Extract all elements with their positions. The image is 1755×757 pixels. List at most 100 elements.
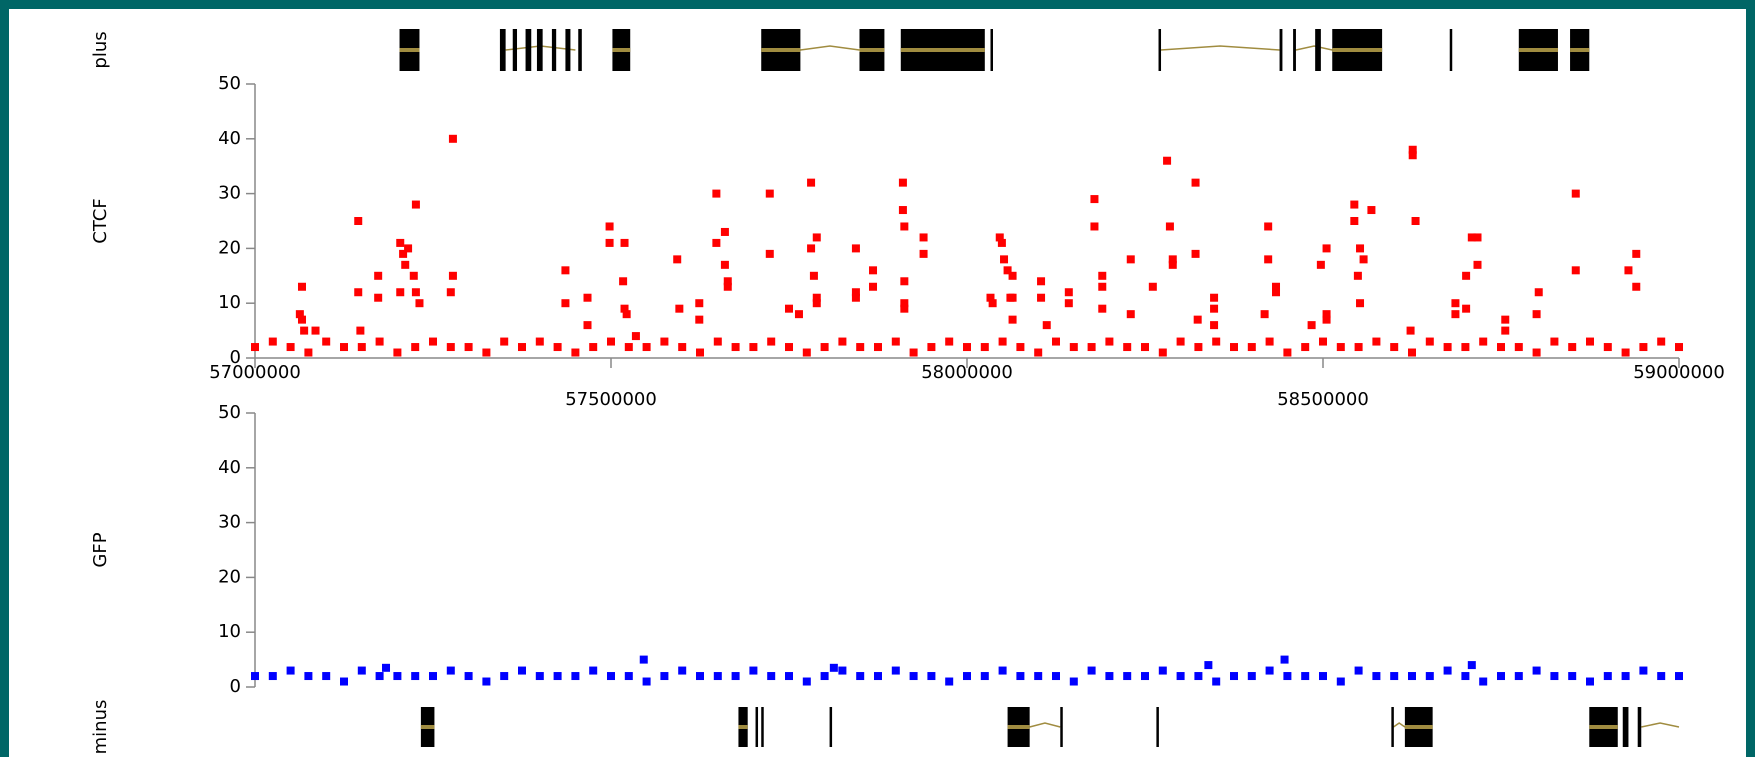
y-tick-label: 0 (230, 676, 241, 697)
point (1319, 337, 1327, 346)
point (720, 260, 729, 269)
point (988, 299, 997, 308)
exon (536, 29, 543, 71)
point (583, 293, 592, 302)
point (1586, 337, 1594, 346)
point (675, 304, 684, 313)
exon (1156, 707, 1159, 747)
point (1550, 672, 1559, 681)
point (856, 343, 865, 352)
point (696, 672, 704, 681)
point (898, 178, 907, 187)
point (820, 672, 829, 681)
point (500, 672, 509, 681)
point (1204, 661, 1213, 670)
exon (1060, 707, 1063, 747)
exon (761, 707, 764, 747)
point (1621, 348, 1630, 357)
point (1272, 282, 1281, 291)
point (1571, 189, 1580, 198)
point (1105, 672, 1114, 681)
point (1408, 151, 1417, 160)
point (1176, 337, 1185, 346)
point (1336, 343, 1345, 352)
point (1126, 310, 1135, 319)
point (411, 343, 420, 352)
point (720, 227, 729, 236)
point (1639, 343, 1648, 352)
point (300, 326, 309, 335)
point (945, 337, 954, 346)
point (1408, 145, 1417, 154)
point (1168, 255, 1177, 264)
point (1350, 200, 1359, 209)
point (1568, 343, 1577, 352)
point (869, 282, 878, 291)
point (553, 672, 562, 681)
point (660, 672, 669, 681)
point (399, 249, 408, 258)
point (411, 200, 420, 209)
point (1657, 672, 1666, 681)
point (1461, 672, 1470, 681)
point (396, 238, 405, 247)
point (1356, 244, 1365, 253)
point (393, 348, 402, 357)
point (1451, 310, 1460, 319)
point (802, 348, 811, 357)
point (1176, 672, 1185, 681)
point (382, 663, 391, 672)
point (251, 672, 259, 681)
point (995, 233, 1004, 242)
point (286, 343, 295, 352)
point (809, 271, 818, 280)
y-axis-label: CTCF (90, 198, 111, 243)
point (856, 672, 865, 681)
point (357, 343, 366, 352)
point (712, 238, 721, 247)
exon (1315, 29, 1321, 71)
exon (1622, 707, 1629, 747)
y-tick-label: 10 (218, 292, 241, 313)
point (1479, 677, 1488, 686)
point (829, 663, 838, 672)
point (1069, 677, 1078, 686)
point (1123, 672, 1132, 681)
point (1141, 672, 1149, 681)
point (820, 343, 829, 352)
point (448, 271, 457, 280)
point (1603, 343, 1612, 352)
point (1194, 343, 1203, 352)
point (1390, 672, 1399, 681)
point (1603, 672, 1612, 681)
point (1042, 321, 1051, 330)
exon (499, 29, 506, 71)
point (749, 343, 758, 352)
point (673, 255, 682, 264)
point (1571, 266, 1580, 275)
point (642, 343, 651, 352)
point (1301, 672, 1310, 681)
point (1194, 672, 1203, 681)
point (401, 260, 410, 269)
point (571, 348, 580, 357)
point (1087, 666, 1096, 675)
exon (551, 29, 557, 71)
point (1034, 672, 1043, 681)
point (1408, 672, 1416, 681)
point (1532, 666, 1541, 675)
point (1462, 304, 1471, 313)
point (624, 672, 633, 681)
y-tick-label: 20 (218, 566, 241, 587)
point (1247, 672, 1256, 681)
point (1443, 666, 1452, 675)
y-tick-label: 50 (218, 73, 241, 94)
point (1301, 343, 1310, 352)
point (1034, 348, 1043, 357)
exon (525, 29, 532, 71)
point (851, 288, 860, 297)
point (696, 348, 704, 357)
point (561, 266, 570, 275)
point (295, 310, 304, 319)
point (927, 672, 936, 681)
